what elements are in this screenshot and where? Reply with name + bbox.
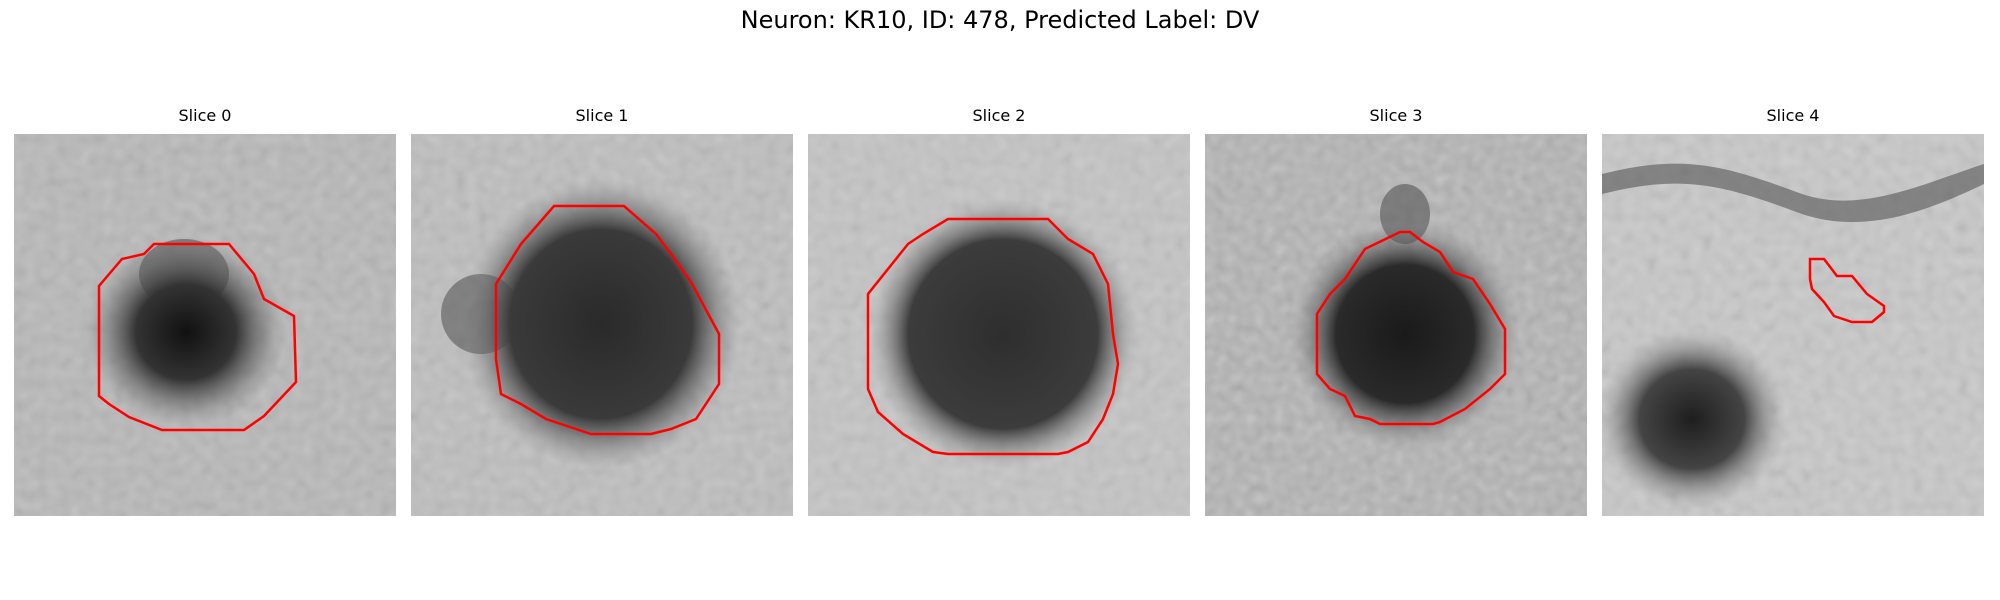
slice-image [1205, 134, 1587, 516]
slice-image [14, 134, 396, 516]
slice-title: Slice 0 [14, 106, 396, 125]
slice-title: Slice 2 [808, 106, 1190, 125]
soma-blob [461, 179, 741, 469]
slice-panel-3: Slice 3 [1205, 106, 1587, 518]
slice-image [808, 134, 1190, 516]
figure-title: Neuron: KR10, ID: 478, Predicted Label: … [0, 6, 2000, 34]
slice-image [411, 134, 793, 516]
slice-panel-0: Slice 0 [14, 106, 396, 518]
slice-title: Slice 3 [1205, 106, 1587, 125]
slice-panel-2: Slice 2 [808, 106, 1190, 518]
soma-blob [1290, 219, 1520, 449]
slice-panel-1: Slice 1 [411, 106, 793, 518]
slice-panel-4: Slice 4 [1602, 106, 1984, 518]
soma-blob [1602, 329, 1787, 509]
slice-image [1602, 134, 1984, 516]
slice-title: Slice 4 [1602, 106, 1984, 125]
slice-title: Slice 1 [411, 106, 793, 125]
